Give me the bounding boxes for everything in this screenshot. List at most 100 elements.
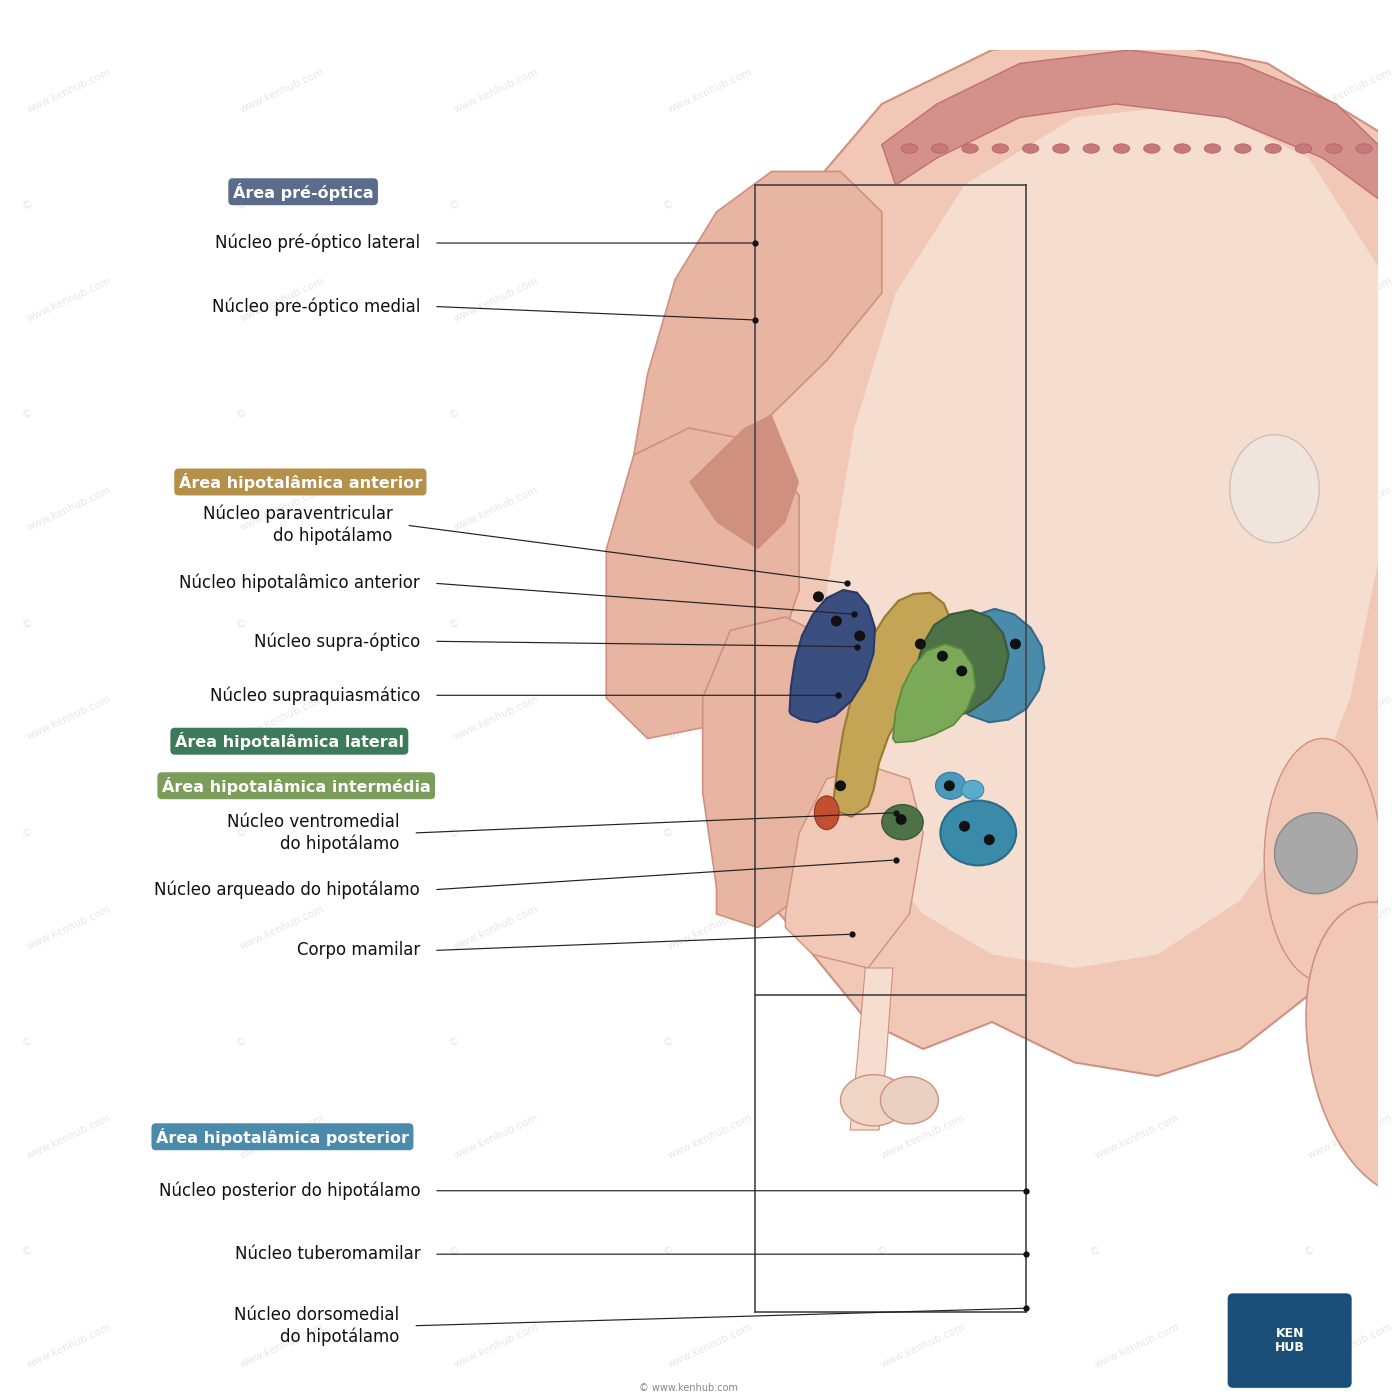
Polygon shape xyxy=(882,50,1392,199)
Text: www.kenhub.com: www.kenhub.com xyxy=(1093,903,1180,952)
Text: ©: © xyxy=(448,617,462,630)
Text: ©: © xyxy=(1302,1036,1316,1049)
Ellipse shape xyxy=(1326,144,1343,153)
Text: ©: © xyxy=(448,199,462,211)
Polygon shape xyxy=(785,766,923,967)
Circle shape xyxy=(813,591,825,602)
Text: www.kenhub.com: www.kenhub.com xyxy=(238,484,326,533)
Ellipse shape xyxy=(931,144,948,153)
Polygon shape xyxy=(703,617,868,927)
Text: www.kenhub.com: www.kenhub.com xyxy=(1093,276,1180,323)
Text: www.kenhub.com: www.kenhub.com xyxy=(879,694,967,742)
Ellipse shape xyxy=(1175,144,1190,153)
Text: www.kenhub.com: www.kenhub.com xyxy=(25,694,113,742)
Text: www.kenhub.com: www.kenhub.com xyxy=(452,903,540,952)
Ellipse shape xyxy=(993,144,1008,153)
Text: ©: © xyxy=(661,1036,675,1049)
Text: ©: © xyxy=(1302,407,1316,421)
Text: Núcleo hipotalâmico anterior: Núcleo hipotalâmico anterior xyxy=(179,574,420,592)
Text: Área hipotalâmica posterior: Área hipotalâmica posterior xyxy=(155,1128,409,1145)
Polygon shape xyxy=(850,967,893,1130)
FancyBboxPatch shape xyxy=(1228,1294,1351,1387)
Text: Núcleo pré-óptico lateral: Núcleo pré-óptico lateral xyxy=(216,234,420,252)
Text: www.kenhub.com: www.kenhub.com xyxy=(1093,694,1180,742)
Text: www.kenhub.com: www.kenhub.com xyxy=(25,1113,113,1161)
Ellipse shape xyxy=(1229,435,1319,543)
Ellipse shape xyxy=(1235,144,1252,153)
Text: www.kenhub.com: www.kenhub.com xyxy=(25,484,113,533)
Text: ©: © xyxy=(661,407,675,421)
Text: ©: © xyxy=(234,1245,248,1259)
Text: www.kenhub.com: www.kenhub.com xyxy=(452,276,540,323)
Ellipse shape xyxy=(815,795,839,830)
Text: www.kenhub.com: www.kenhub.com xyxy=(25,903,113,952)
Text: Núcleo supra-óptico: Núcleo supra-óptico xyxy=(253,631,420,651)
Text: Corpo mamilar: Corpo mamilar xyxy=(297,941,420,959)
Polygon shape xyxy=(790,589,875,722)
Polygon shape xyxy=(606,428,799,738)
Text: ©: © xyxy=(661,617,675,630)
Text: Núcleo supraquiasmático: Núcleo supraquiasmático xyxy=(210,686,420,704)
Text: www.kenhub.com: www.kenhub.com xyxy=(238,276,326,323)
Text: www.kenhub.com: www.kenhub.com xyxy=(25,1322,113,1371)
Text: ©: © xyxy=(1302,1245,1316,1259)
Text: ©: © xyxy=(1302,826,1316,840)
Text: ©: © xyxy=(448,407,462,421)
Text: www.kenhub.com: www.kenhub.com xyxy=(666,484,753,533)
Text: www.kenhub.com: www.kenhub.com xyxy=(1093,484,1180,533)
Circle shape xyxy=(959,820,970,832)
Text: © www.kenhub.com: © www.kenhub.com xyxy=(640,1383,738,1393)
Circle shape xyxy=(944,780,955,791)
Text: www.kenhub.com: www.kenhub.com xyxy=(1306,694,1394,742)
Polygon shape xyxy=(689,414,799,549)
Text: www.kenhub.com: www.kenhub.com xyxy=(1306,66,1394,115)
Ellipse shape xyxy=(1306,902,1400,1196)
Text: ©: © xyxy=(661,199,675,211)
Text: ©: © xyxy=(875,0,889,3)
Ellipse shape xyxy=(1295,144,1312,153)
Text: ©: © xyxy=(1302,617,1316,630)
Text: ©: © xyxy=(234,1036,248,1049)
Text: ©: © xyxy=(661,826,675,840)
Text: ©: © xyxy=(875,1245,889,1259)
Text: www.kenhub.com: www.kenhub.com xyxy=(238,1322,326,1371)
Circle shape xyxy=(1009,638,1021,650)
Text: Núcleo posterior do hipotálamo: Núcleo posterior do hipotálamo xyxy=(158,1182,420,1200)
Text: ©: © xyxy=(21,199,35,211)
Text: www.kenhub.com: www.kenhub.com xyxy=(1093,1322,1180,1371)
Circle shape xyxy=(834,780,846,791)
Text: ©: © xyxy=(1302,0,1316,3)
Text: www.kenhub.com: www.kenhub.com xyxy=(238,66,326,115)
Polygon shape xyxy=(910,610,1008,721)
Text: www.kenhub.com: www.kenhub.com xyxy=(879,276,967,323)
Text: ©: © xyxy=(448,826,462,840)
Ellipse shape xyxy=(962,780,984,799)
Ellipse shape xyxy=(902,144,917,153)
Circle shape xyxy=(956,665,967,676)
Text: www.kenhub.com: www.kenhub.com xyxy=(1093,1113,1180,1161)
Text: ©: © xyxy=(448,0,462,3)
Text: Área hipotalâmica lateral: Área hipotalâmica lateral xyxy=(175,732,403,750)
Text: Núcleo tuberomamilar: Núcleo tuberomamilar xyxy=(235,1245,420,1263)
Text: www.kenhub.com: www.kenhub.com xyxy=(1306,276,1394,323)
Text: ©: © xyxy=(234,199,248,211)
Ellipse shape xyxy=(1204,144,1221,153)
Text: www.kenhub.com: www.kenhub.com xyxy=(452,484,540,533)
Text: ©: © xyxy=(661,1245,675,1259)
Ellipse shape xyxy=(1053,144,1070,153)
Text: ©: © xyxy=(875,617,889,630)
Text: ©: © xyxy=(21,1245,35,1259)
Text: ©: © xyxy=(234,826,248,840)
Text: Área hipotalâmica anterior: Área hipotalâmica anterior xyxy=(179,473,421,491)
Text: Núcleo arqueado do hipotálamo: Núcleo arqueado do hipotálamo xyxy=(154,881,420,899)
Text: ©: © xyxy=(448,1245,462,1259)
Text: ©: © xyxy=(1088,826,1102,840)
Text: www.kenhub.com: www.kenhub.com xyxy=(238,903,326,952)
Text: www.kenhub.com: www.kenhub.com xyxy=(25,276,113,323)
Text: www.kenhub.com: www.kenhub.com xyxy=(452,1322,540,1371)
Text: ©: © xyxy=(21,617,35,630)
Text: ©: © xyxy=(21,826,35,840)
Text: www.kenhub.com: www.kenhub.com xyxy=(1306,903,1394,952)
Text: ©: © xyxy=(875,407,889,421)
Circle shape xyxy=(854,630,865,641)
